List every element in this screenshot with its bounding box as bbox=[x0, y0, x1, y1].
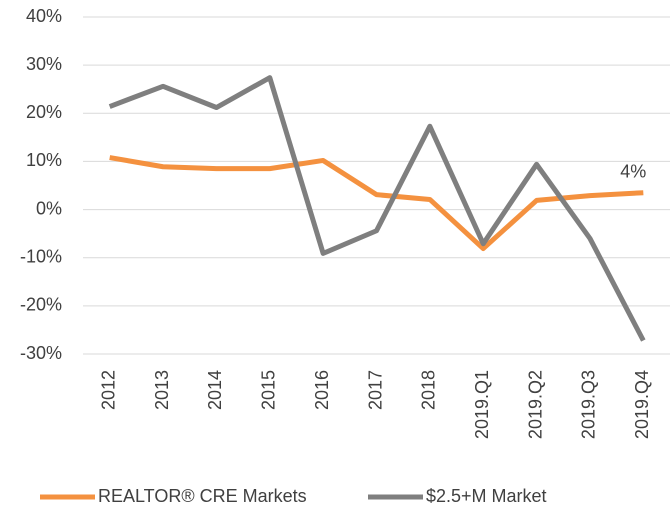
y-tick-label: -10% bbox=[20, 246, 62, 266]
x-tick-label: 2019.Q4 bbox=[632, 370, 652, 439]
x-tick-label: 2012 bbox=[98, 370, 118, 410]
x-tick-label: 2015 bbox=[259, 370, 279, 410]
y-tick-label: -20% bbox=[20, 295, 62, 315]
x-tick-label: 2014 bbox=[205, 370, 225, 410]
x-tick-label: 2016 bbox=[312, 370, 332, 410]
x-tick-label: 2017 bbox=[365, 370, 385, 410]
y-tick-label: 40% bbox=[26, 6, 62, 26]
x-tick-label: 2019.Q2 bbox=[525, 370, 545, 439]
x-tick-label: 2019.Q3 bbox=[579, 370, 599, 439]
y-tick-label: 20% bbox=[26, 102, 62, 122]
x-tick-label: 2018 bbox=[419, 370, 439, 410]
y-tick-label: 30% bbox=[26, 54, 62, 74]
series-line bbox=[109, 155, 644, 252]
legend-label: REALTOR® CRE Markets bbox=[98, 486, 307, 506]
legend-label: $2.5+M Market bbox=[426, 486, 547, 506]
series-line bbox=[108, 75, 646, 342]
x-tick-label: 2019.Q1 bbox=[472, 370, 492, 439]
y-tick-label: 10% bbox=[26, 150, 62, 170]
y-tick-label: -30% bbox=[20, 343, 62, 363]
x-tick-label: 2013 bbox=[152, 370, 172, 410]
y-tick-label: 0% bbox=[36, 198, 62, 218]
data-label: 4% bbox=[620, 161, 646, 181]
